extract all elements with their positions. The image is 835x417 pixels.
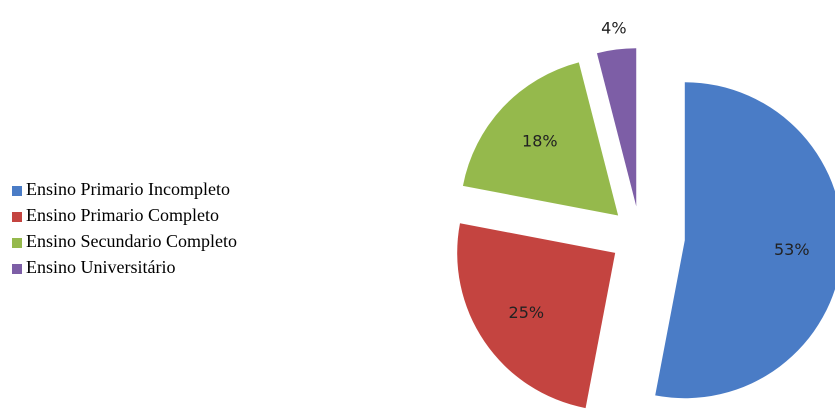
legend-swatch (12, 264, 22, 274)
data-label: 18% (522, 131, 558, 150)
legend-label: Ensino Primario Incompleto (26, 179, 230, 199)
data-label: 53% (774, 240, 810, 259)
legend-label: Ensino Secundario Completo (26, 231, 237, 251)
pie-slice (655, 82, 835, 399)
legend-swatch (12, 212, 22, 222)
pie-slice (462, 62, 619, 216)
pie-slice (596, 48, 637, 207)
legend-label: Ensino Universitário (26, 257, 175, 277)
legend-label: Ensino Primario Completo (26, 205, 219, 225)
legend-swatch (12, 186, 22, 196)
legend-swatch (12, 238, 22, 248)
pie-slice (457, 223, 616, 409)
data-label: 25% (509, 303, 545, 322)
data-label: 4% (601, 19, 626, 38)
